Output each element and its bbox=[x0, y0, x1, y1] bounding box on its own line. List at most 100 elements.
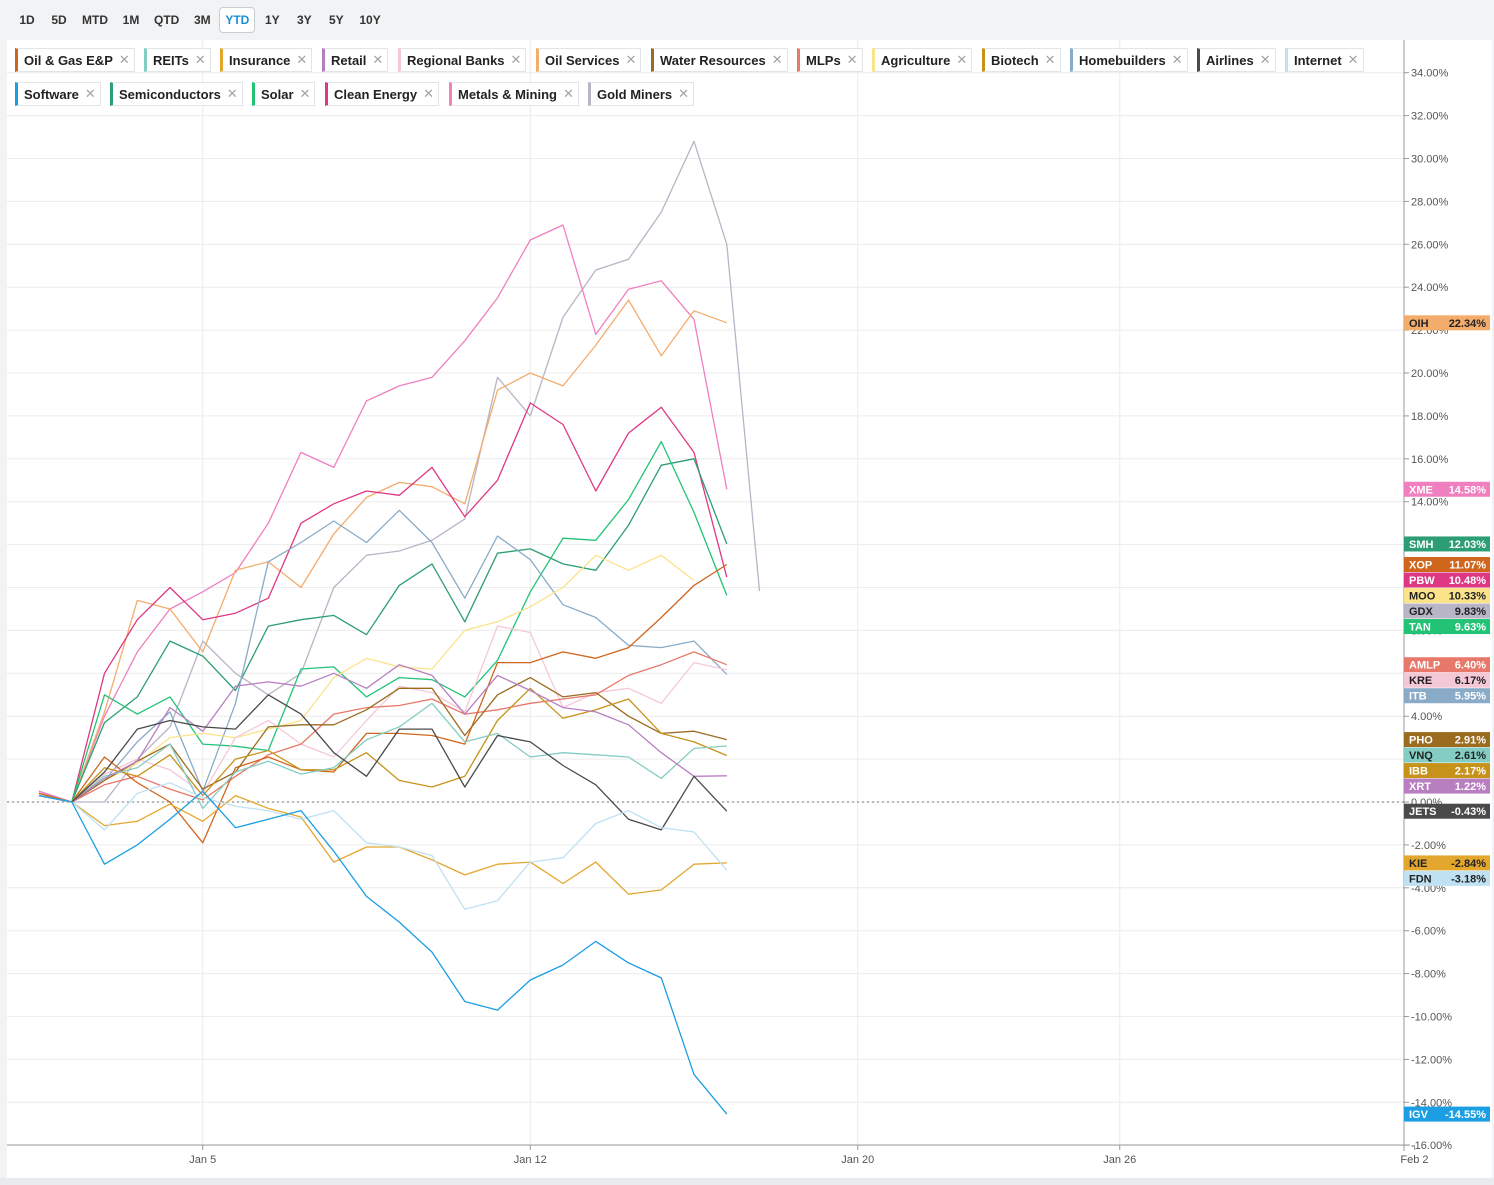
series-line-homebuilders[interactable] bbox=[38, 509, 728, 803]
legend-chip-metals-mining[interactable]: Metals & Mining ✕ bbox=[449, 82, 579, 106]
remove-series-icon[interactable]: ✕ bbox=[562, 86, 574, 101]
value-tag-ticker: VNQ bbox=[1409, 750, 1433, 762]
range-button-3m[interactable]: 3M bbox=[194, 13, 211, 27]
legend-chip-gold-miners[interactable]: Gold Miners ✕ bbox=[588, 82, 695, 106]
series-line-oil-services[interactable] bbox=[38, 299, 728, 803]
remove-series-icon[interactable]: ✕ bbox=[299, 86, 311, 101]
series-line-agriculture[interactable] bbox=[38, 554, 695, 803]
range-button-1m[interactable]: 1M bbox=[122, 13, 140, 27]
legend-label: Homebuilders bbox=[1079, 52, 1166, 68]
legend-chip-homebuilders[interactable]: Homebuilders ✕ bbox=[1070, 48, 1188, 72]
value-tag-value: -3.18% bbox=[1451, 873, 1486, 885]
range-button-ytd[interactable]: YTD bbox=[219, 7, 256, 33]
range-button-3y[interactable]: 3Y bbox=[297, 13, 312, 27]
value-tag-value: 11.07% bbox=[1449, 560, 1486, 572]
remove-series-icon[interactable]: ✕ bbox=[1171, 52, 1183, 67]
value-tag-metals-mining: XME 14.58% bbox=[1404, 481, 1490, 497]
value-tag-bg bbox=[1404, 536, 1490, 552]
y-tick-label: -16.00% bbox=[1411, 1140, 1452, 1152]
x-tick-label: Jan 5 bbox=[189, 1154, 216, 1166]
remove-series-icon[interactable]: ✕ bbox=[1347, 52, 1359, 67]
value-tag-ticker: KIE bbox=[1409, 858, 1427, 870]
remove-series-icon[interactable]: ✕ bbox=[423, 86, 434, 101]
series-line-internet[interactable] bbox=[38, 782, 728, 910]
remove-series-icon[interactable]: ✕ bbox=[846, 52, 858, 67]
legend-chip-insurance[interactable]: Insurance ✕ bbox=[220, 48, 313, 72]
remove-series-icon[interactable]: ✕ bbox=[510, 52, 522, 67]
legend-chip-water-resources[interactable]: Water Resources ✕ bbox=[651, 48, 788, 72]
series-line-gold-miners[interactable] bbox=[38, 140, 761, 803]
legend-label: Gold Miners bbox=[597, 86, 673, 102]
range-button-5y[interactable]: 5Y bbox=[329, 13, 344, 27]
legend-label: Software bbox=[24, 86, 79, 102]
legend-chip-semiconductors[interactable]: Semiconductors ✕ bbox=[110, 82, 243, 106]
remove-series-icon[interactable]: ✕ bbox=[84, 86, 96, 101]
series-line-metals-mining[interactable] bbox=[38, 224, 728, 803]
series-line-regional-banks[interactable] bbox=[38, 625, 727, 803]
remove-series-icon[interactable]: ✕ bbox=[372, 52, 384, 67]
series-line-retail[interactable] bbox=[38, 664, 727, 803]
legend-label: Agriculture bbox=[881, 52, 951, 68]
legend-chip-clean-energy[interactable]: Clean Energy ✕ bbox=[325, 82, 439, 106]
remove-series-icon[interactable]: ✕ bbox=[194, 52, 206, 67]
value-tag-value: 2.91% bbox=[1455, 735, 1486, 747]
legend-label: MLPs bbox=[806, 52, 841, 68]
legend-chip-regional-banks[interactable]: Regional Banks ✕ bbox=[398, 48, 527, 72]
value-tag-bg bbox=[1404, 603, 1490, 619]
remove-series-icon[interactable]: ✕ bbox=[226, 86, 238, 101]
remove-series-icon[interactable]: ✕ bbox=[771, 52, 783, 67]
legend-chip-biotech[interactable]: Biotech ✕ bbox=[982, 48, 1061, 72]
series-line-airlines[interactable] bbox=[38, 694, 728, 831]
legend-chip-agriculture[interactable]: Agriculture ✕ bbox=[872, 48, 973, 72]
legend-chip-solar[interactable]: Solar ✕ bbox=[252, 82, 316, 106]
value-tag-bg bbox=[1404, 619, 1490, 635]
value-tag-value: 2.17% bbox=[1455, 766, 1486, 778]
series-line-mlps[interactable] bbox=[38, 651, 728, 803]
value-tag-water-resources: PHO 2.91% bbox=[1404, 732, 1490, 748]
remove-series-icon[interactable]: ✕ bbox=[1044, 52, 1056, 67]
legend-label: Oil Services bbox=[545, 52, 620, 68]
series-line-insurance[interactable] bbox=[38, 794, 727, 895]
legend-chip-mlps[interactable]: MLPs ✕ bbox=[797, 48, 863, 72]
series-line-reits[interactable] bbox=[38, 702, 727, 810]
series-line-semiconductors[interactable] bbox=[38, 458, 728, 803]
remove-series-icon[interactable]: ✕ bbox=[625, 52, 637, 67]
series-line-biotech[interactable] bbox=[38, 687, 728, 803]
legend-chip-internet[interactable]: Internet ✕ bbox=[1285, 48, 1364, 72]
y-tick-label: 4.00% bbox=[1411, 711, 1442, 723]
remove-series-icon[interactable]: ✕ bbox=[296, 52, 308, 67]
range-button-mtd[interactable]: MTD bbox=[82, 13, 108, 27]
value-tag-value: -0.43% bbox=[1451, 806, 1486, 818]
range-button-qtd[interactable]: QTD bbox=[154, 13, 180, 27]
remove-series-icon[interactable]: ✕ bbox=[956, 52, 968, 67]
legend-chip-retail[interactable]: Retail ✕ bbox=[322, 48, 389, 72]
legend-chip-airlines[interactable]: Airlines ✕ bbox=[1197, 48, 1276, 72]
value-tag-value: 6.40% bbox=[1455, 660, 1486, 672]
value-tag-bg bbox=[1404, 870, 1490, 886]
x-tick-label: Feb 2 bbox=[1400, 1154, 1428, 1166]
series-line-clean-energy[interactable] bbox=[38, 402, 728, 803]
value-tag-value: 9.83% bbox=[1455, 606, 1486, 618]
series-line-solar[interactable] bbox=[38, 440, 728, 803]
legend-chip-oil-gas-e-p[interactable]: Oil & Gas E&P ✕ bbox=[15, 48, 135, 72]
y-tick-label: 32.00% bbox=[1411, 111, 1449, 123]
series-line-water-resources[interactable] bbox=[38, 676, 727, 803]
remove-series-icon[interactable]: ✕ bbox=[1259, 52, 1271, 67]
legend-chip-reits[interactable]: REITs ✕ bbox=[144, 48, 211, 72]
value-tag-bg bbox=[1404, 763, 1490, 779]
remove-series-icon[interactable]: ✕ bbox=[118, 52, 130, 67]
value-tag-bg bbox=[1404, 1106, 1490, 1122]
value-tag-semiconductors: SMH 12.03% bbox=[1404, 536, 1490, 552]
range-button-1d[interactable]: 1D bbox=[19, 13, 35, 27]
range-button-5d[interactable]: 5D bbox=[51, 13, 67, 27]
value-tag-oil-gas-e-p: XOP 11.07% bbox=[1404, 557, 1490, 573]
remove-series-icon[interactable]: ✕ bbox=[678, 86, 690, 101]
value-tag-regional-banks: KRE 6.17% bbox=[1404, 672, 1490, 688]
range-button-10y[interactable]: 10Y bbox=[359, 13, 381, 27]
range-button-1y[interactable]: 1Y bbox=[265, 13, 280, 27]
legend-chip-software[interactable]: Software ✕ bbox=[15, 82, 101, 106]
value-tag-ticker: KRE bbox=[1409, 675, 1432, 687]
legend-chip-oil-services[interactable]: Oil Services ✕ bbox=[536, 48, 642, 72]
y-tick-label: -6.00% bbox=[1411, 926, 1446, 938]
series-line-software[interactable] bbox=[38, 790, 728, 1115]
